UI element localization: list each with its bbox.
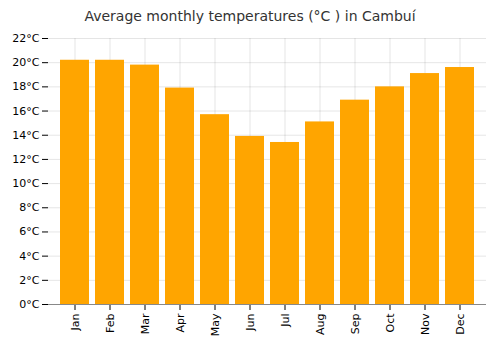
svg-text:16°C: 16°C (12, 105, 39, 118)
svg-text:2°C: 2°C (19, 274, 39, 287)
svg-text:8°C: 8°C (19, 201, 39, 214)
svg-text:Mar: Mar (139, 313, 152, 334)
svg-text:Sep: Sep (349, 313, 362, 334)
svg-text:Oct: Oct (384, 313, 397, 333)
svg-text:0°C: 0°C (19, 298, 39, 311)
svg-text:6°C: 6°C (19, 225, 39, 238)
svg-text:Nov: Nov (419, 313, 432, 335)
svg-text:14°C: 14°C (12, 129, 39, 142)
svg-text:May: May (209, 313, 222, 336)
svg-text:Jul: Jul (279, 314, 292, 328)
html-text:Average monthly temperatures (: Average monthly temperatures (°C ) in Ca… (84, 8, 416, 24)
svg-text:Jun: Jun (244, 313, 257, 331)
svg-text:20°C: 20°C (12, 56, 39, 69)
svg-text:Apr: Apr (174, 313, 187, 333)
svg-text:10°C: 10°C (12, 177, 39, 190)
svg-text:Feb: Feb (104, 313, 117, 332)
svg-text:Jan: Jan (69, 313, 82, 331)
svg-text:18°C: 18°C (12, 80, 39, 93)
svg-text:12°C: 12°C (12, 153, 39, 166)
svg-text:Dec: Dec (454, 314, 467, 335)
svg-text:22°C: 22°C (12, 32, 39, 45)
svg-text:4°C: 4°C (19, 250, 39, 263)
svg-text:Aug: Aug (314, 314, 327, 335)
